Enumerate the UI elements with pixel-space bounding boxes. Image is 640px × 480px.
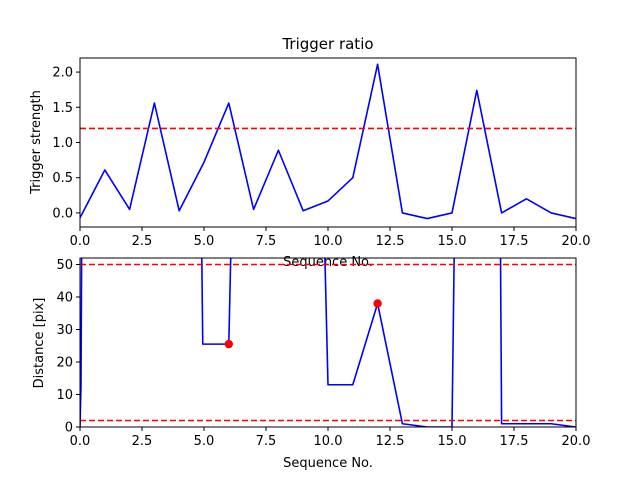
data-layer — [80, 63, 576, 220]
x-tick-label: 15.0 — [438, 434, 467, 449]
plot-area: 0.0 2.5 5.0 7.5 10.0 12.5 15.0 17.5 20.0 0.0 0.5 1.… — [52, 57, 591, 249]
distance-chart: 0.0 2.5 5.0 7.5 10.0 12.5 15.0 17.5 20.0 0 10 20 30 4… — [32, 257, 591, 471]
x-tick-label: 20.0 — [562, 434, 591, 449]
y-tick-label: 2.0 — [52, 66, 73, 81]
y-tick-label: 0.5 — [52, 171, 73, 186]
series-line-0 — [80, 258, 576, 427]
y-tick-label: 1.0 — [52, 136, 73, 151]
x-tick-label: 5.0 — [194, 434, 215, 449]
x-tick-label: 0.0 — [70, 234, 91, 249]
trigger-ratio-chart: Trigger ratio 0.0 2.5 5.0 7.5 10.0 12.5 15.0 17… — [29, 35, 590, 270]
plot-area: 0.0 2.5 5.0 7.5 10.0 12.5 15.0 17.5 20.0 0 10 20 30 4… — [56, 257, 591, 449]
x-tick-label: 2.5 — [132, 434, 153, 449]
x-tick-label: 7.5 — [256, 434, 277, 449]
x-axis-label: Sequence No. — [283, 456, 373, 471]
x-tick-label: 12.5 — [376, 434, 405, 449]
x-tick-label: 5.0 — [194, 234, 215, 249]
x-tick-label: 2.5 — [132, 234, 153, 249]
y-tick-label: 20 — [56, 356, 73, 371]
y-tick-label: 0 — [65, 421, 73, 436]
highlight-point-0 — [224, 339, 233, 349]
x-tick-label: 12.5 — [376, 234, 405, 249]
y-tick-label: 30 — [56, 323, 73, 338]
highlight-point-1 — [373, 299, 382, 308]
x-tick-label: 7.5 — [256, 234, 277, 249]
y-tick-label: 0.0 — [52, 206, 73, 221]
y-tick-label: 50 — [56, 258, 73, 273]
y-tick-label: 1.5 — [52, 101, 73, 116]
y-tick-label: 40 — [56, 291, 73, 306]
y-axis-label: Trigger strength — [29, 90, 44, 195]
y-tick-label: 10 — [56, 388, 73, 403]
x-tick-label: 10.0 — [314, 434, 343, 449]
x-tick-label: 17.5 — [500, 434, 529, 449]
chart-title: Trigger ratio — [281, 35, 373, 53]
x-tick-label: 15.0 — [438, 234, 467, 249]
y-axis-label: Distance [pix] — [32, 298, 47, 389]
x-tick-label: 17.5 — [500, 234, 529, 249]
x-tick-label: 20.0 — [562, 234, 591, 249]
data-layer — [80, 258, 576, 427]
x-tick-label: 0.0 — [70, 434, 91, 449]
x-axis-label: Sequence No. — [283, 255, 373, 270]
x-tick-label: 10.0 — [314, 234, 343, 249]
series-line-0 — [80, 63, 576, 220]
